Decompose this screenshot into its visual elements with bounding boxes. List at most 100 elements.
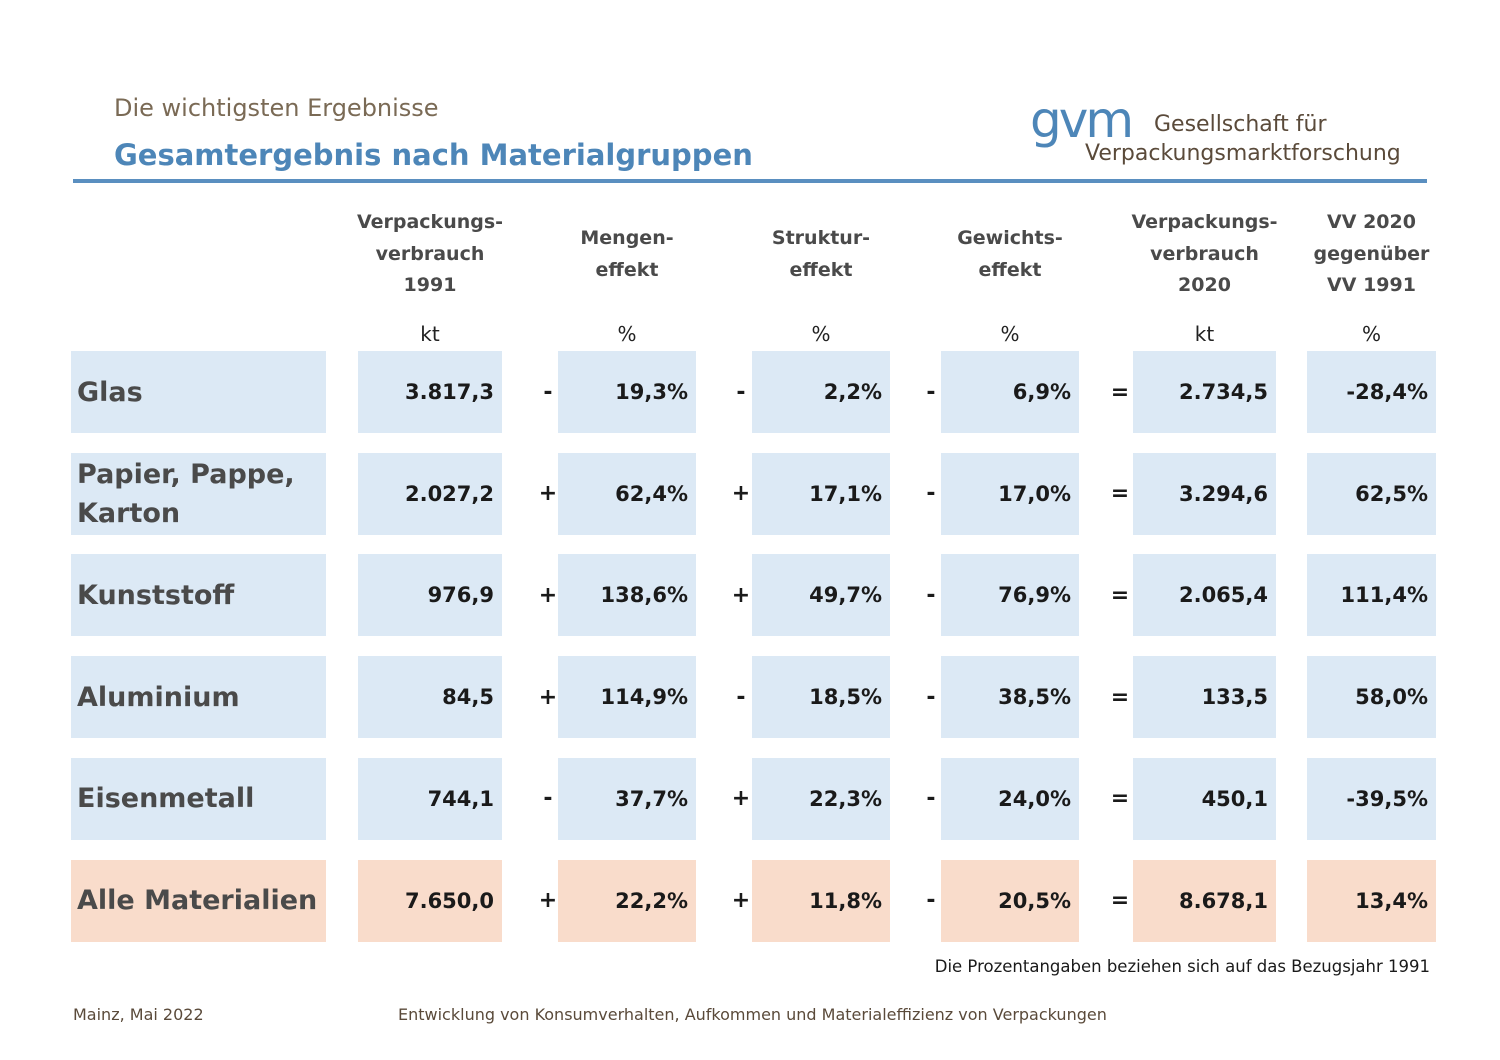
value-cell-gewichtseffekt: 6,9% xyxy=(941,351,1079,433)
value-cell-verbrauch-1991: 744,1 xyxy=(358,757,502,840)
value-cell-verbrauch-2020: 3.294,6 xyxy=(1133,452,1276,535)
column-header-line: effekt xyxy=(595,258,659,281)
value-cell-mengeneffekt: 19,3% xyxy=(558,351,696,433)
column-header-line: 2020 xyxy=(1178,274,1231,296)
column-header-verbrauch-1991: Verpackungs-verbrauch 1991 xyxy=(338,207,522,302)
column-header-line: Verpackungs- xyxy=(1131,211,1278,233)
column-header-line: Mengen- xyxy=(580,227,674,249)
column-unit-gewichtseffekt: % xyxy=(1000,322,1020,346)
row-label: Aluminium xyxy=(71,656,326,739)
value-cell-mengeneffekt: 114,9% xyxy=(558,656,696,739)
column-unit-veraenderung: % xyxy=(1361,322,1381,346)
row-label: Papier, Pappe, Karton xyxy=(71,452,326,535)
row-label-text: Glas xyxy=(77,376,143,408)
column-unit-struktureffekt: % xyxy=(811,322,831,346)
column-header-line: effekt xyxy=(978,258,1042,281)
equals-sign: = xyxy=(1110,888,1130,913)
equals-sign: = xyxy=(1110,582,1130,608)
row-label-text: Aluminium xyxy=(77,681,240,713)
row-label: Kunststoff xyxy=(71,554,326,637)
row-label: Glas xyxy=(71,351,326,433)
page-subtitle: Die wichtigsten Ergebnisse xyxy=(114,94,439,122)
operator-sign: - xyxy=(926,684,936,710)
logo-mark: gvm xyxy=(1030,91,1134,149)
operator-sign: - xyxy=(736,684,746,710)
value-cell-verbrauch-1991: 2.027,2 xyxy=(358,452,502,535)
column-header-line: verbrauch xyxy=(375,242,485,265)
value-cell-veraenderung: 58,0% xyxy=(1307,656,1436,739)
value-cell-mengeneffekt: 62,4% xyxy=(558,452,696,535)
value-cell-verbrauch-2020: 133,5 xyxy=(1133,656,1276,739)
column-header-line: Verpackungs- xyxy=(356,211,504,233)
value-cell-veraenderung: 111,4% xyxy=(1307,554,1436,637)
column-header-line: gegenüber xyxy=(1313,242,1430,265)
value-cell-gewichtseffekt: 38,5% xyxy=(941,656,1079,739)
value-cell-verbrauch-2020: 450,1 xyxy=(1133,757,1276,840)
value-cell-verbrauch-2020: 8.678,1 xyxy=(1133,859,1276,942)
column-header-struktureffekt: Struktur-effekt xyxy=(732,223,910,286)
equals-sign: = xyxy=(1110,786,1130,812)
row-label-text: Eisenmetall xyxy=(77,783,255,815)
value-cell-mengeneffekt: 138,6% xyxy=(558,554,696,637)
value-cell-struktureffekt: 17,1% xyxy=(752,452,890,535)
page-title: Gesamtergebnis nach Materialgruppen xyxy=(114,138,753,172)
operator-sign: + xyxy=(538,684,558,710)
value-cell-veraenderung: -39,5% xyxy=(1307,757,1436,840)
column-header-line: Gewichts- xyxy=(957,227,1063,249)
operator-sign: + xyxy=(538,888,558,913)
column-header-line: 1991 xyxy=(403,274,457,296)
value-cell-mengeneffekt: 37,7% xyxy=(558,757,696,840)
operator-sign: + xyxy=(538,582,558,608)
column-header-line: Struktur- xyxy=(771,227,871,249)
operator-sign: + xyxy=(538,481,558,507)
value-cell-veraenderung: 62,5% xyxy=(1307,452,1436,535)
row-label-text: Kunststoff xyxy=(77,579,235,611)
operator-sign: + xyxy=(731,786,751,812)
operator-sign: - xyxy=(926,582,936,608)
operator-sign: - xyxy=(926,888,936,913)
value-cell-mengeneffekt: 22,2% xyxy=(558,859,696,942)
column-unit-mengeneffekt: % xyxy=(617,322,637,346)
column-header-line: VV 2020 xyxy=(1327,211,1416,233)
operator-sign: - xyxy=(736,379,746,405)
operator-sign: - xyxy=(926,379,936,405)
column-header-verbrauch-2020: Verpackungs-verbrauch 2020 xyxy=(1113,207,1296,302)
value-cell-gewichtseffekt: 24,0% xyxy=(941,757,1079,840)
value-cell-verbrauch-1991: 84,5 xyxy=(358,656,502,739)
value-cell-struktureffekt: 49,7% xyxy=(752,554,890,637)
value-cell-gewichtseffekt: 20,5% xyxy=(941,859,1079,942)
value-cell-gewichtseffekt: 17,0% xyxy=(941,452,1079,535)
column-unit-verbrauch-2020: kt xyxy=(1194,322,1215,346)
value-cell-veraenderung: 13,4% xyxy=(1307,859,1436,942)
operator-sign: - xyxy=(543,379,553,405)
column-header-line: verbrauch xyxy=(1150,242,1259,265)
operator-sign: - xyxy=(926,481,936,507)
column-header-gewichtseffekt: Gewichts-effekt xyxy=(921,223,1099,286)
row-label: Eisenmetall xyxy=(71,757,326,840)
logo-line-2: Verpackungsmarktforschung xyxy=(1085,141,1401,166)
row-label-text: Alle Materialien xyxy=(77,885,318,916)
operator-sign: + xyxy=(731,481,751,507)
equals-sign: = xyxy=(1110,481,1130,507)
row-label: Alle Materialien xyxy=(71,859,326,942)
gvm-logo: gvm Gesellschaft für Verpackungsmarktfor… xyxy=(1030,92,1450,172)
value-cell-verbrauch-1991: 976,9 xyxy=(358,554,502,637)
title-divider xyxy=(73,179,1427,183)
column-header-line: VV 1991 xyxy=(1327,274,1416,296)
footer-date: Mainz, Mai 2022 xyxy=(73,1005,204,1024)
value-cell-verbrauch-2020: 2.734,5 xyxy=(1133,351,1276,433)
column-header-veraenderung: VV 2020 gegenüber VV 1991 xyxy=(1287,207,1456,302)
value-cell-struktureffekt: 18,5% xyxy=(752,656,890,739)
value-cell-verbrauch-2020: 2.065,4 xyxy=(1133,554,1276,637)
operator-sign: - xyxy=(926,786,936,812)
value-cell-verbrauch-1991: 3.817,3 xyxy=(358,351,502,433)
column-header-line: effekt xyxy=(789,258,853,281)
value-cell-struktureffekt: 2,2% xyxy=(752,351,890,433)
operator-sign: - xyxy=(543,786,553,812)
equals-sign: = xyxy=(1110,379,1130,405)
value-cell-veraenderung: -28,4% xyxy=(1307,351,1436,433)
logo-line-1: Gesellschaft für xyxy=(1154,112,1327,137)
footer-project: Entwicklung von Konsumverhalten, Aufkomm… xyxy=(398,1005,1107,1024)
operator-sign: + xyxy=(731,582,751,608)
value-cell-struktureffekt: 11,8% xyxy=(752,859,890,942)
